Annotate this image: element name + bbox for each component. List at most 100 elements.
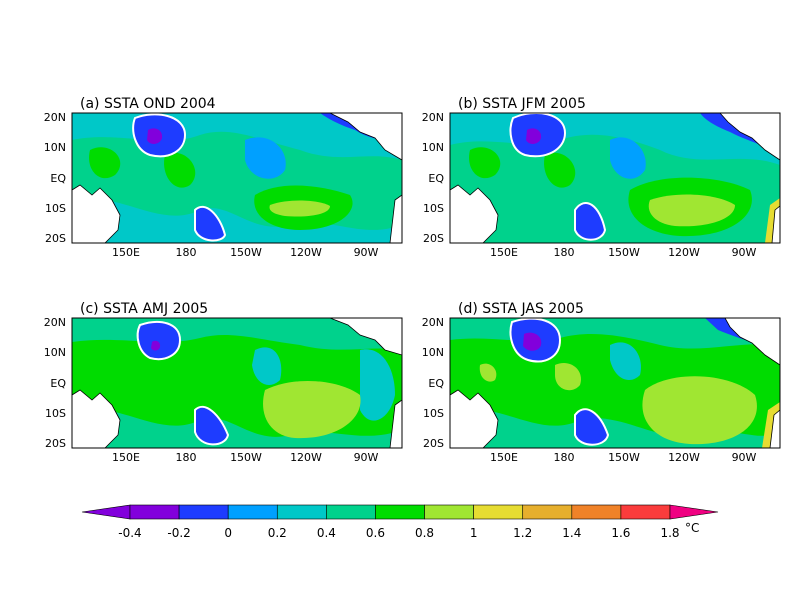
lon-label-120w: 120W [290, 451, 322, 464]
lon-label-120w: 120W [290, 246, 322, 259]
lon-label-150w: 150W [608, 451, 640, 464]
lat-label-10n: 10N [422, 141, 444, 154]
panel-c-frame [71, 317, 403, 449]
panel-b-frame [449, 112, 781, 244]
lat-label-eq: EQ [50, 377, 66, 390]
colorbar-tick-label: -0.4 [118, 526, 141, 540]
negative-anomaly [194, 205, 227, 242]
lat-label-10s: 10S [45, 202, 66, 215]
panel-c-lon-labels: 150E 180 150W 120W 90W [112, 451, 379, 464]
lat-label-10n: 10N [44, 141, 66, 154]
colorbar-tick-label: 0 [224, 526, 232, 540]
panel-b: (b) SSTA JFM 2005 20N 10N EQ 10S 20S [422, 96, 781, 259]
lon-label-180: 180 [176, 246, 197, 259]
land-north-america [719, 113, 780, 161]
warm-core [269, 200, 330, 217]
lon-label-180: 180 [176, 451, 197, 464]
lon-label-150e: 150E [490, 451, 518, 464]
colorbar-tick-label: 1.4 [562, 526, 581, 540]
colorbar-tick-label: 1.2 [513, 526, 532, 540]
warm-patch [89, 147, 121, 179]
panel-a-lat-labels: 20N 10N EQ 10S 20S [44, 111, 67, 245]
strong-negative-core [526, 128, 542, 144]
land-north-america [329, 318, 402, 356]
panel-a-title: (a) SSTA OND 2004 [80, 96, 216, 112]
lon-label-120w: 120W [668, 451, 700, 464]
colorbar-swatch [522, 504, 573, 520]
land-australia [72, 184, 121, 243]
cool-patch [610, 342, 641, 380]
land-australia [450, 184, 499, 243]
colorbar-swatch [375, 504, 425, 520]
lon-label-180: 180 [554, 246, 575, 259]
lon-label-120w: 120W [668, 246, 700, 259]
panel-c-title: (c) SSTA AMJ 2005 [80, 301, 208, 317]
colorbar-tick-label: 0.2 [268, 526, 287, 540]
land-australia [450, 389, 499, 448]
lat-label-eq: EQ [428, 377, 444, 390]
colorbar: -0.4 -0.2 0 0.2 0.4 0.6 0.8 1 1.2 1.4 1.6 1.8 [81, 504, 719, 540]
lat-label-20n: 20N [422, 111, 444, 124]
lon-label-180: 180 [554, 451, 575, 464]
colorbar-tick-label: -0.2 [167, 526, 190, 540]
lat-label-20n: 20N [44, 111, 66, 124]
lat-label-eq: EQ [50, 172, 66, 185]
panel-d-lon-labels: 150E 180 150W 120W 90W [490, 451, 757, 464]
lon-label-150e: 150E [112, 246, 140, 259]
strong-negative-core [147, 128, 163, 144]
lat-label-20s: 20S [45, 437, 66, 450]
land-south-america [389, 399, 402, 448]
colorbar-swatch [227, 504, 278, 520]
colorbar-swatch [178, 504, 229, 520]
strong-negative-core [151, 340, 161, 351]
cool-patch [610, 137, 646, 179]
negative-anomaly [574, 202, 607, 241]
colorbar-unit: °C [685, 521, 699, 535]
lon-label-150e: 150E [490, 246, 518, 259]
lat-label-10s: 10S [423, 407, 444, 420]
panel-c: (c) SSTA AMJ 2005 20N 10N EQ 10S 20S 150… [44, 301, 403, 464]
panel-d-map [450, 318, 780, 448]
colorbar-swatch [276, 504, 327, 520]
lat-label-10n: 10N [44, 346, 66, 359]
land-south-america [769, 409, 780, 448]
warm-patch [544, 152, 576, 188]
warm-core [263, 380, 361, 439]
colorbar-swatch [473, 504, 524, 520]
panel-d-frame [449, 317, 781, 449]
lon-label-150w: 150W [608, 246, 640, 259]
lat-label-20s: 20S [45, 232, 66, 245]
negative-anomaly [574, 408, 610, 446]
panel-b-title: (b) SSTA JFM 2005 [458, 96, 586, 112]
warm-core [648, 194, 735, 227]
panel-a: (a) SSTA OND 2004 20N 10N EQ 10S 20S [44, 96, 403, 259]
lat-label-20s: 20S [423, 437, 444, 450]
cool-patch [360, 349, 395, 421]
land-north-america [329, 113, 402, 161]
cool-band [72, 408, 402, 448]
land-north-america [724, 318, 780, 366]
lon-label-150e: 150E [112, 451, 140, 464]
land-south-america [771, 205, 780, 243]
colorbar-swatch [326, 504, 376, 520]
colorbar-swatch [129, 504, 180, 520]
lon-label-90w: 90W [354, 246, 379, 259]
cool-band [72, 198, 402, 243]
panel-c-map [72, 318, 402, 448]
colorbar-swatch [424, 504, 474, 520]
lat-label-eq: EQ [428, 172, 444, 185]
panel-b-map [450, 113, 780, 243]
panel-b-lon-labels: 150E 180 150W 120W 90W [490, 246, 757, 259]
colorbar-high-triangle [669, 504, 719, 520]
negative-anomaly [194, 405, 230, 446]
lat-label-10s: 10S [45, 407, 66, 420]
panel-d-lat-labels: 20N 10N EQ 10S 20S [422, 316, 445, 450]
colorbar-tick-label: 1.6 [611, 526, 630, 540]
lon-label-90w: 90W [354, 451, 379, 464]
warm-core [642, 376, 757, 445]
warm-patch [469, 147, 501, 179]
warm-patch [479, 363, 497, 382]
colorbar-tick-label: 1.8 [660, 526, 679, 540]
land-australia [72, 389, 121, 448]
